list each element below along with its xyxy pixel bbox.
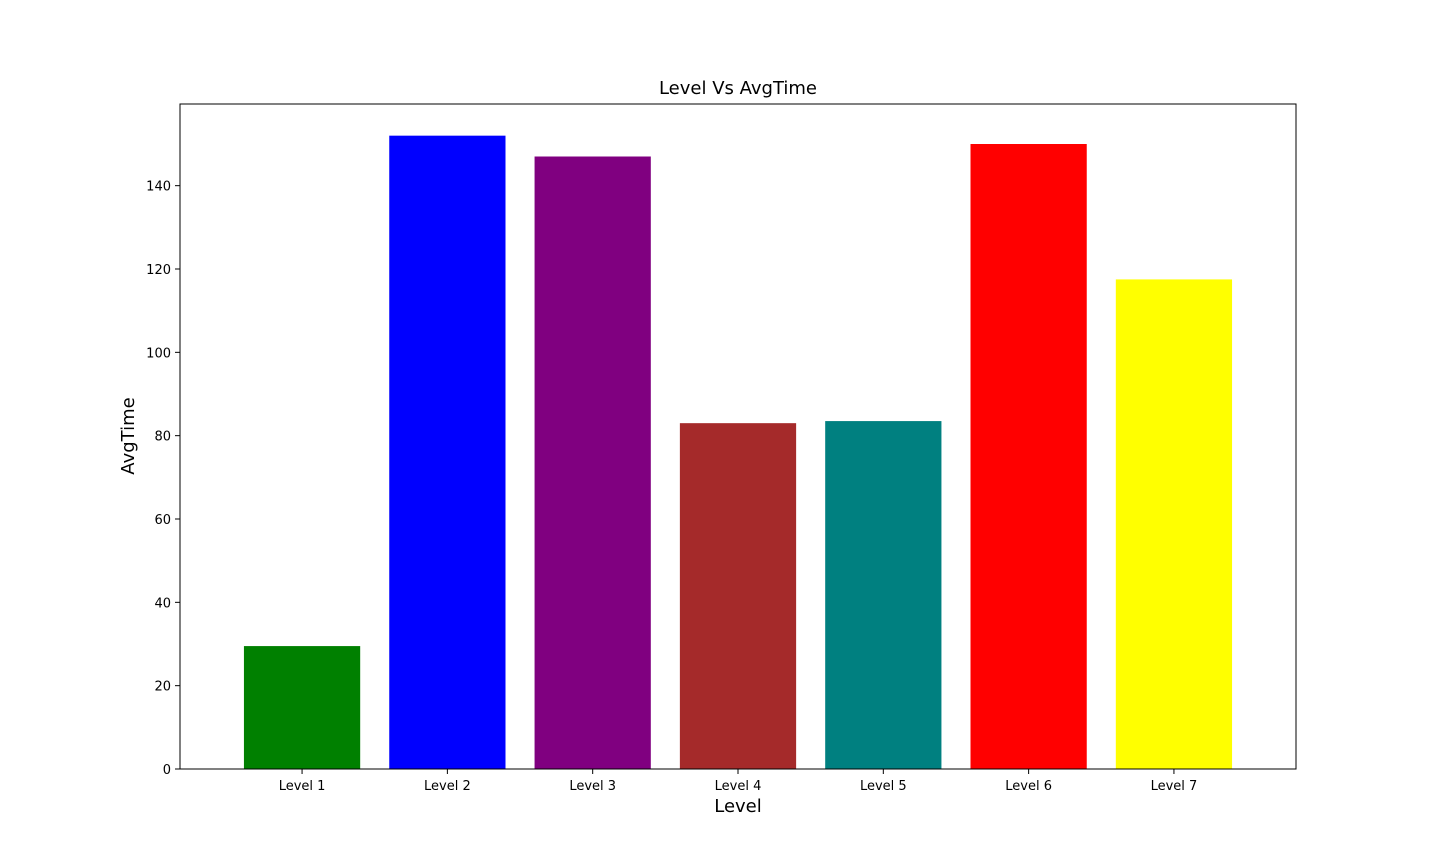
- y-tick-label: 20: [154, 680, 171, 695]
- x-axis-label: Level: [714, 796, 762, 817]
- x-tick-label: Level 2: [424, 779, 471, 794]
- bar-4: [679, 423, 797, 769]
- bars-group: [243, 135, 1233, 769]
- y-axis-label: AvgTime: [118, 397, 139, 474]
- x-tick-label: Level 3: [569, 779, 616, 794]
- x-tick-label: Level 4: [715, 779, 762, 794]
- y-tick-label: 120: [146, 263, 171, 278]
- y-tick-label: 80: [154, 430, 171, 445]
- y-tick-label: 0: [163, 763, 171, 778]
- y-axis-ticks: 0 20 40 60 80 100 120 140: [146, 180, 180, 778]
- bar-5: [825, 421, 942, 769]
- x-tick-label: Level 6: [1005, 779, 1052, 794]
- x-tick-label: Level 7: [1151, 779, 1198, 794]
- y-tick-label: 100: [146, 346, 171, 361]
- bar-6: [970, 144, 1087, 769]
- y-tick-label: 60: [154, 513, 171, 528]
- y-tick-label: 40: [154, 596, 171, 611]
- chart-title: Level Vs AvgTime: [659, 78, 817, 99]
- x-tick-label: Level 1: [279, 779, 326, 794]
- bar-3: [534, 156, 651, 769]
- bar-2: [389, 135, 506, 769]
- y-tick-label: 140: [146, 180, 171, 195]
- bar-7: [1115, 279, 1233, 769]
- x-tick-label: Level 5: [860, 779, 907, 794]
- x-axis-ticks: Level 1 Level 2 Level 3 Level 4 Level 5 Level…: [279, 769, 1198, 794]
- bar-1: [243, 646, 361, 769]
